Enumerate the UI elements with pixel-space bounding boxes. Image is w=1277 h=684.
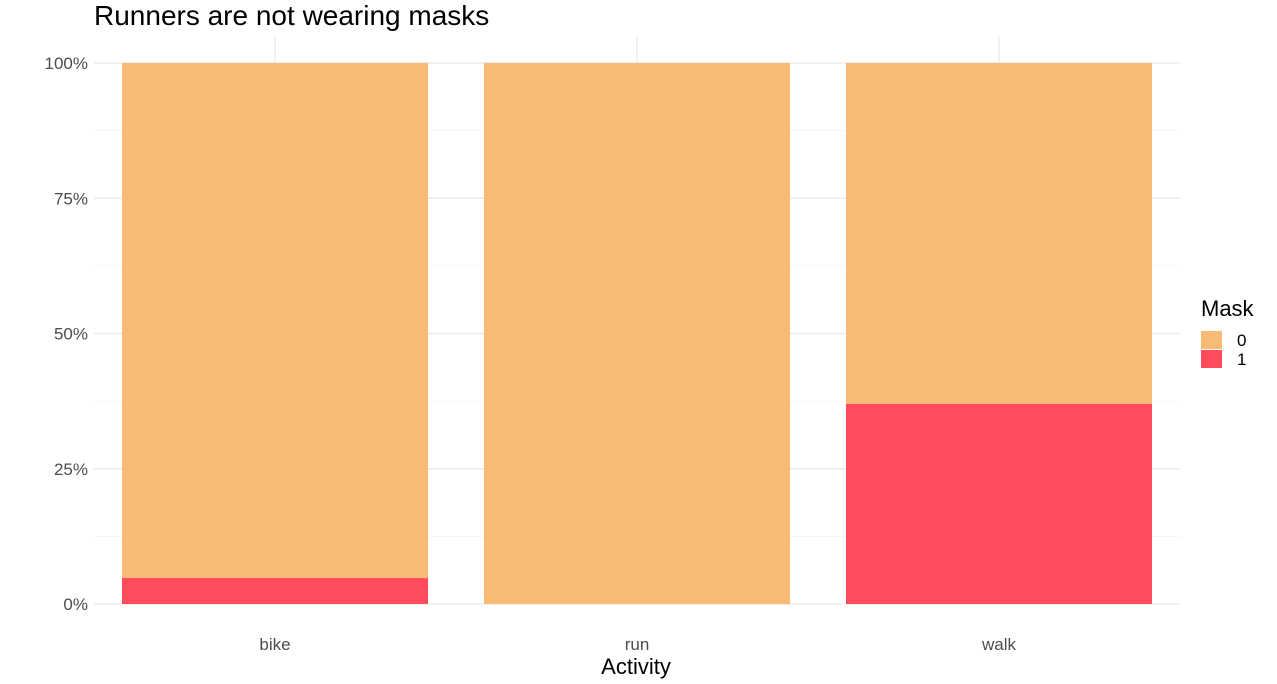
x-axis-ticks: bike run walk	[259, 635, 1016, 654]
y-tick-label: 25%	[54, 460, 88, 479]
bar-bike-mask-0	[122, 63, 428, 579]
y-tick-label: 50%	[54, 325, 88, 344]
x-tick-label: bike	[259, 635, 290, 654]
legend: Mask 01	[1201, 296, 1255, 369]
y-tick-label: 100%	[45, 54, 88, 73]
legend-label-1: 1	[1237, 350, 1246, 369]
bar-bike-mask-1	[122, 578, 428, 604]
legend-key-1	[1201, 350, 1222, 368]
chart-title: Runners are not wearing masks	[94, 0, 489, 31]
bar-run-mask-0	[484, 63, 790, 604]
y-axis-ticks: 0% 25% 50% 75% 100%	[45, 54, 88, 614]
bars	[122, 63, 1152, 604]
x-axis-title: Activity	[601, 654, 671, 679]
bar-walk-mask-1	[846, 403, 1152, 604]
legend-label-0: 0	[1237, 331, 1246, 350]
y-tick-label: 0%	[63, 595, 88, 614]
x-tick-label: walk	[981, 635, 1017, 654]
bar-walk-mask-0	[846, 63, 1152, 404]
x-tick-label: run	[625, 635, 650, 654]
y-tick-label: 75%	[54, 189, 88, 208]
legend-title: Mask	[1201, 296, 1255, 321]
legend-key-0	[1201, 331, 1222, 349]
